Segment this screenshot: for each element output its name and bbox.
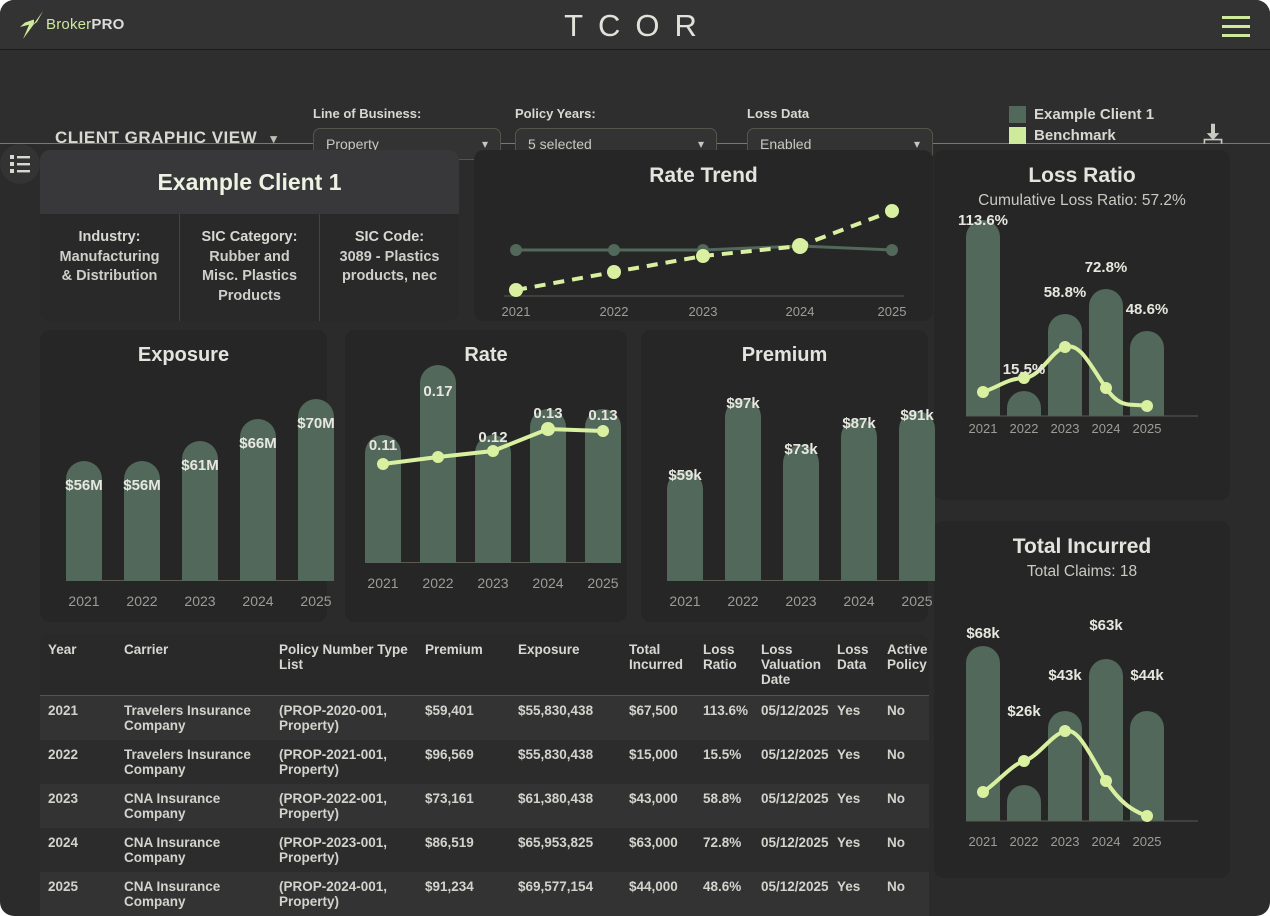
svg-text:2021: 2021 — [502, 304, 531, 319]
svg-text:2022: 2022 — [600, 304, 629, 319]
svg-text:2023: 2023 — [689, 304, 718, 319]
svg-text:2024: 2024 — [786, 304, 815, 319]
svg-text:2025: 2025 — [878, 304, 907, 319]
